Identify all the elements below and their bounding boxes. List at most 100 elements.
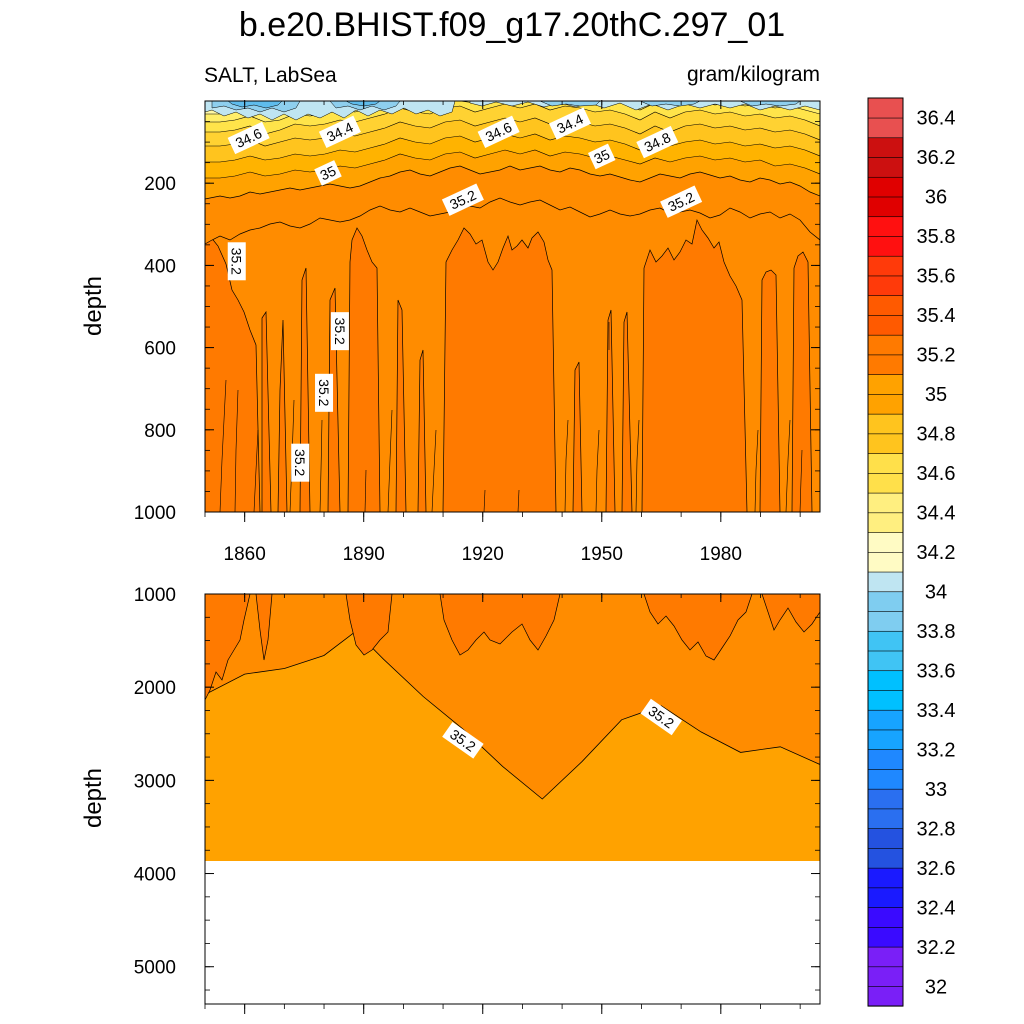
axes-layer: 200 400 600 800 1000 1000 2000 3000 4000 5000 1860… <box>134 100 820 1014</box>
colorbar-label: 35 <box>925 384 947 406</box>
colorbar-segment <box>867 216 904 237</box>
colorbar-label: 35.2 <box>917 345 956 367</box>
y-tick-label: 2000 <box>134 678 176 699</box>
colorbar-label: 36.4 <box>917 108 956 130</box>
colorbar-segment <box>867 196 904 218</box>
contour-label-box <box>640 698 683 736</box>
y-tick-label: 800 <box>144 421 176 442</box>
colorbar-segment <box>867 453 904 474</box>
colorbar-label: 34.2 <box>917 542 956 564</box>
contour-label: 35.2 <box>330 312 349 351</box>
colorbar-segment <box>867 788 904 810</box>
colorbar-label: 34.8 <box>917 424 956 446</box>
colorbar-segment <box>867 650 904 672</box>
y-tick-label: 600 <box>144 339 176 360</box>
y-axis-label-upper: depth <box>80 276 107 336</box>
upper-depth-panel <box>205 101 820 512</box>
contour-label: 35.2 <box>441 183 484 216</box>
contour-label-box <box>660 185 703 218</box>
colorbar-label: 34.6 <box>917 463 956 485</box>
colorbar-segment <box>867 137 904 158</box>
colorbar-segment <box>867 235 904 257</box>
contour-label-text: 35 <box>591 146 612 167</box>
contour-label-box <box>636 125 679 159</box>
colorbar-segment <box>867 729 904 750</box>
colorbar-label: 33 <box>925 779 947 801</box>
colorbar-label: 32.6 <box>917 858 956 880</box>
colorbar-segment <box>867 670 904 691</box>
y-tick-label: 400 <box>144 256 176 277</box>
colorbar-segment <box>867 946 904 968</box>
colorbar-segment <box>867 354 904 375</box>
contour-label-box <box>330 312 349 351</box>
x-tick-label: 1890 <box>343 544 385 565</box>
colorbar-label: 33.2 <box>917 739 956 761</box>
colorbar-segment <box>867 867 904 889</box>
colorbar: 36.4 36.2 36 35.8 35.6 35.4 35.2 35 34.8 34.6 34.4… <box>867 97 956 1007</box>
colorbar-segment <box>867 551 904 573</box>
fill-35-2-layer <box>205 594 820 800</box>
contour-label-box <box>588 143 616 170</box>
contour-label-box <box>442 722 484 759</box>
colorbar-segment <box>867 374 904 395</box>
colorbar-segment <box>867 591 904 612</box>
colorbar-segment <box>867 176 904 198</box>
colorbar-label: 32.8 <box>917 818 956 840</box>
contour-label-text: 35.2 <box>316 379 332 406</box>
chart-title: b.e20.BHIST.f09_g17.20thC.297_01 <box>239 6 785 44</box>
colorbar-segment <box>867 531 904 553</box>
colorbar-segment <box>867 117 904 139</box>
colorbar-segment <box>867 768 904 790</box>
colorbar-segment <box>867 689 904 711</box>
colorbar-segment <box>867 847 904 869</box>
ocean-bottom-mask <box>205 861 820 1004</box>
colorbar-segment <box>867 512 904 533</box>
colorbar-segment <box>867 887 904 908</box>
contour-label-box <box>314 160 342 186</box>
colorbar-label: 36.2 <box>917 147 956 169</box>
colorbar-segment <box>867 275 904 296</box>
colorbar-segment <box>867 966 904 987</box>
contour-label: 35 <box>588 143 616 170</box>
colorbar-segment <box>867 334 904 356</box>
colorbar-label: 32.2 <box>917 937 956 959</box>
contour-label-text: 35.2 <box>292 449 308 476</box>
colorbar-segment <box>867 571 904 593</box>
colorbar-segment <box>867 97 904 119</box>
colorbar-label: 36 <box>925 187 947 209</box>
colorbar-label: 35.6 <box>917 266 956 288</box>
fill-33-7-patches <box>227 101 381 109</box>
colorbar-segment <box>867 709 904 731</box>
x-tick-label: 1980 <box>700 544 742 565</box>
colorbar-label: 35.4 <box>917 305 956 327</box>
colorbar-segment <box>867 413 904 435</box>
colorbar-segment <box>867 749 904 770</box>
y-tick-label: 1000 <box>134 503 176 524</box>
y-axis-label-lower: depth <box>80 768 107 828</box>
colorbar-segment <box>867 907 904 928</box>
colorbar-label: 34.4 <box>917 503 956 525</box>
contour-label-box <box>315 373 334 412</box>
variable-subtitle: SALT, LabSea <box>204 64 337 87</box>
colorbar-label: 32 <box>925 976 947 998</box>
colorbar-segment <box>867 985 904 1007</box>
contour-label-box <box>291 443 310 482</box>
colorbar-segment <box>867 255 904 277</box>
contour-label: 35.2 <box>315 373 334 412</box>
x-tick-label: 1950 <box>581 544 623 565</box>
lower-depth-panel <box>205 594 820 1004</box>
contour-label-box <box>318 115 361 149</box>
colorbar-segment <box>867 926 904 948</box>
y-tick-label: 1000 <box>134 585 176 606</box>
contour-label-box <box>227 242 246 281</box>
colorbar-segment <box>867 433 904 454</box>
colorbar-segment <box>867 156 904 178</box>
colorbar-segment <box>867 828 904 849</box>
colorbar-label: 33.6 <box>917 660 956 682</box>
colorbar-label: 33.8 <box>917 621 956 643</box>
y-tick-label: 3000 <box>134 771 176 792</box>
contour-label-text: 35.2 <box>332 318 348 345</box>
units-subtitle: gram/kilogram <box>687 63 820 86</box>
colorbar-segment <box>867 295 904 316</box>
